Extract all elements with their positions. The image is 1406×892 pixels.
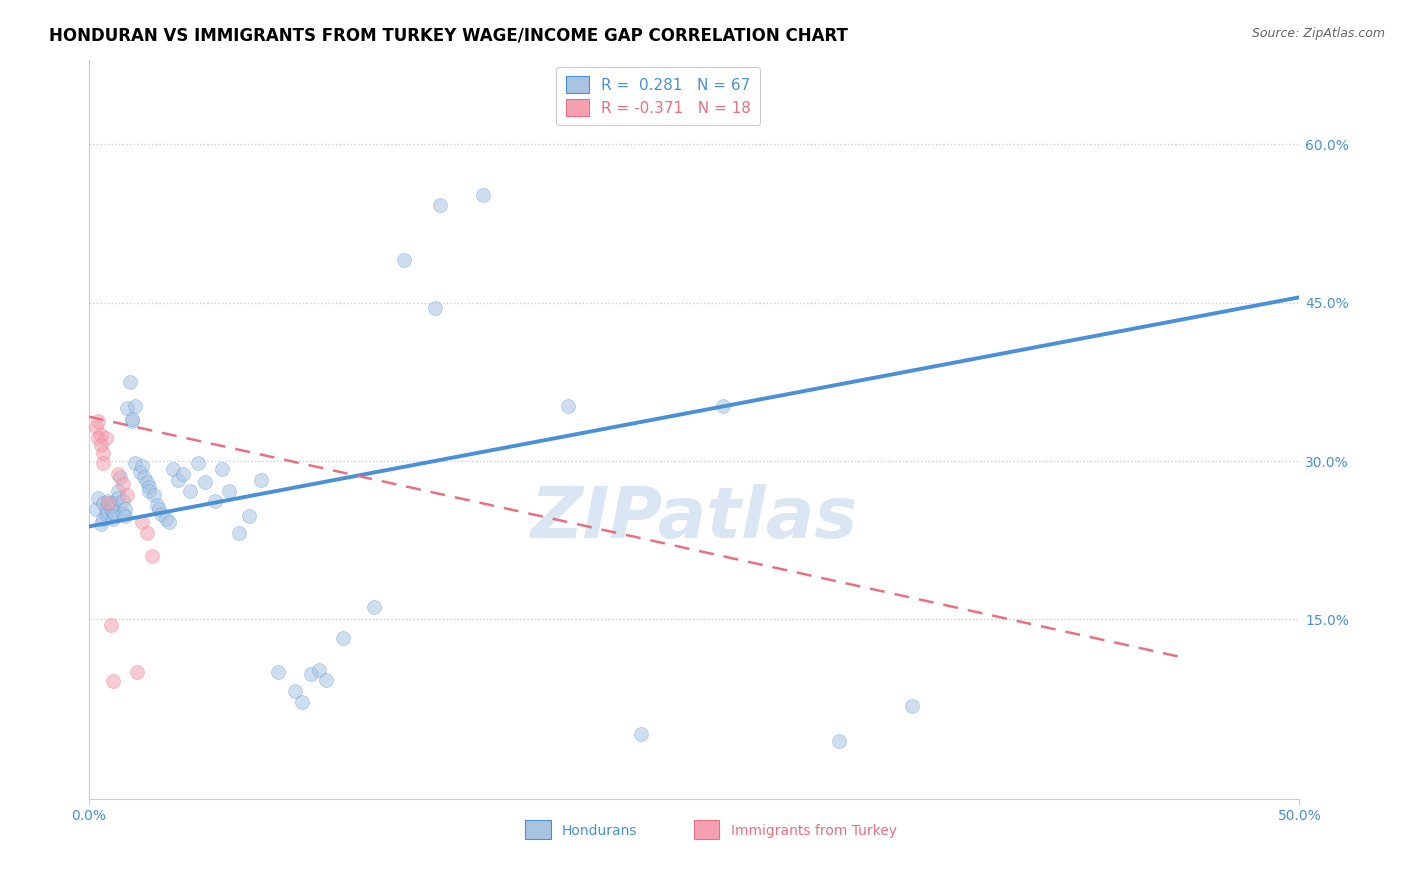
Point xyxy=(91,496,114,510)
Point xyxy=(127,665,149,680)
Point xyxy=(204,494,226,508)
Text: ZIPatlas: ZIPatlas xyxy=(530,483,858,552)
Point xyxy=(145,499,167,513)
Point xyxy=(301,667,323,681)
Point xyxy=(901,699,924,714)
Point xyxy=(162,462,184,476)
Point xyxy=(91,512,114,526)
Point xyxy=(91,445,114,459)
Point xyxy=(91,456,114,470)
Point xyxy=(194,475,217,490)
Point xyxy=(84,501,107,516)
Point xyxy=(711,399,734,413)
Legend: R =  0.281   N = 67, R = -0.371   N = 18: R = 0.281 N = 67, R = -0.371 N = 18 xyxy=(557,67,759,125)
Point xyxy=(131,459,153,474)
Point xyxy=(90,517,112,532)
Point xyxy=(828,734,851,748)
Point xyxy=(101,499,124,513)
Point xyxy=(84,420,107,434)
Point xyxy=(155,512,177,526)
Point xyxy=(90,438,112,452)
Point xyxy=(100,501,122,516)
Point xyxy=(131,516,153,530)
Point xyxy=(94,501,117,516)
Point xyxy=(630,726,652,740)
Point xyxy=(124,399,146,413)
Point xyxy=(117,488,139,502)
Point xyxy=(148,501,170,516)
Point xyxy=(135,475,157,490)
Point xyxy=(423,301,446,315)
Point xyxy=(187,456,209,470)
Point xyxy=(87,414,110,428)
Point xyxy=(283,684,305,698)
Point xyxy=(228,525,250,540)
Point xyxy=(157,516,180,530)
Point xyxy=(87,431,110,445)
Point xyxy=(291,695,314,709)
Point xyxy=(111,477,134,491)
Point xyxy=(97,494,120,508)
Point xyxy=(97,505,120,519)
Point xyxy=(128,465,150,479)
Point xyxy=(97,496,120,510)
Point xyxy=(111,507,134,521)
Point xyxy=(218,483,240,498)
Point xyxy=(114,501,136,516)
Point xyxy=(429,198,451,212)
Point xyxy=(472,187,495,202)
Point xyxy=(124,456,146,470)
Point xyxy=(121,414,143,428)
Point xyxy=(94,507,117,521)
Point xyxy=(107,467,129,481)
Point xyxy=(107,491,129,505)
Text: Immigrants from Turkey: Immigrants from Turkey xyxy=(731,824,897,838)
Point xyxy=(315,673,337,687)
Point xyxy=(100,496,122,510)
Text: Source: ZipAtlas.com: Source: ZipAtlas.com xyxy=(1251,27,1385,40)
Point xyxy=(392,253,415,268)
Point xyxy=(557,399,579,413)
Point xyxy=(249,473,271,487)
Point xyxy=(138,480,160,494)
Point xyxy=(266,665,288,680)
Point xyxy=(138,483,160,498)
Point xyxy=(332,632,354,646)
Point xyxy=(150,507,173,521)
Text: HONDURAN VS IMMIGRANTS FROM TURKEY WAGE/INCOME GAP CORRELATION CHART: HONDURAN VS IMMIGRANTS FROM TURKEY WAGE/… xyxy=(49,27,848,45)
Point xyxy=(363,599,385,614)
Point xyxy=(104,496,127,510)
Point xyxy=(100,617,122,632)
Point xyxy=(121,411,143,425)
Point xyxy=(107,483,129,498)
Point xyxy=(134,470,156,484)
Point xyxy=(94,431,117,445)
Point xyxy=(118,375,141,389)
Point xyxy=(179,483,201,498)
Text: Hondurans: Hondurans xyxy=(562,824,637,838)
Point xyxy=(114,508,136,523)
Point xyxy=(117,401,139,416)
Point xyxy=(111,494,134,508)
Point xyxy=(238,508,260,523)
Point xyxy=(101,673,124,688)
Point xyxy=(141,549,163,563)
Point xyxy=(308,663,330,677)
Point xyxy=(167,473,190,487)
Point xyxy=(135,525,157,540)
Point xyxy=(104,507,127,521)
Point xyxy=(211,462,233,476)
Point xyxy=(172,467,194,481)
Point xyxy=(110,470,132,484)
Point xyxy=(143,488,166,502)
Point xyxy=(87,491,110,505)
Point xyxy=(101,512,124,526)
Point xyxy=(101,505,124,519)
Point xyxy=(90,427,112,442)
